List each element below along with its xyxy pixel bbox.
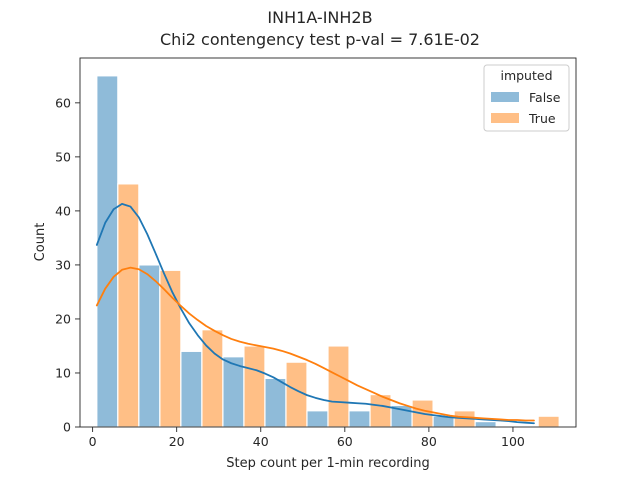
chart-subtitle: Chi2 contengency test p-val = 7.61E-02 xyxy=(160,30,480,49)
bar-false-2 xyxy=(180,350,203,428)
y-axis: 0 10 20 30 40 50 60 xyxy=(55,95,80,435)
x-tick-label: 20 xyxy=(169,434,185,449)
bar-true-10 xyxy=(537,415,560,428)
legend-title: imputed xyxy=(500,68,552,83)
y-tick-label: 60 xyxy=(55,95,71,110)
x-tick-label: 40 xyxy=(253,434,269,449)
x-axis: 0 20 40 60 80 100 xyxy=(89,427,525,449)
x-tick-label: 100 xyxy=(501,434,525,449)
bar-true-5 xyxy=(327,345,350,428)
y-tick-label: 10 xyxy=(55,365,71,380)
chart-title: INH1A-INH2B xyxy=(267,8,372,27)
bar-false-9 xyxy=(474,420,497,428)
kde-line-false xyxy=(95,202,535,425)
bar-true-0 xyxy=(117,183,140,428)
bar-true-1 xyxy=(159,269,182,428)
bar-false-0 xyxy=(96,75,119,428)
y-tick-label: 40 xyxy=(55,203,71,218)
legend: imputed False True xyxy=(483,64,570,132)
x-axis-label: Step count per 1-min recording xyxy=(226,456,430,471)
bar-false-6 xyxy=(348,410,371,428)
legend-label-true: True xyxy=(528,111,556,126)
legend-swatch-true xyxy=(491,113,519,123)
bar-false-1 xyxy=(138,264,161,428)
legend-label-false: False xyxy=(529,90,561,105)
plot-frame xyxy=(79,57,577,428)
y-tick-label: 50 xyxy=(55,149,71,164)
kde-layer xyxy=(95,202,535,425)
bar-false-3 xyxy=(222,356,245,428)
x-tick-label: 60 xyxy=(337,434,353,449)
bar-false-4 xyxy=(264,377,287,428)
y-axis-label: Count xyxy=(33,223,48,262)
x-tick-label: 0 xyxy=(89,434,97,449)
bar-true-3 xyxy=(243,345,266,428)
legend-swatch-false xyxy=(491,92,519,102)
kde-line-true xyxy=(95,266,535,422)
x-tick-label: 80 xyxy=(421,434,437,449)
y-tick-label: 30 xyxy=(55,257,71,272)
bar-false-5 xyxy=(306,410,329,428)
y-tick-label: 0 xyxy=(63,420,71,435)
y-tick-label: 20 xyxy=(55,311,71,326)
bars-layer xyxy=(96,75,560,428)
